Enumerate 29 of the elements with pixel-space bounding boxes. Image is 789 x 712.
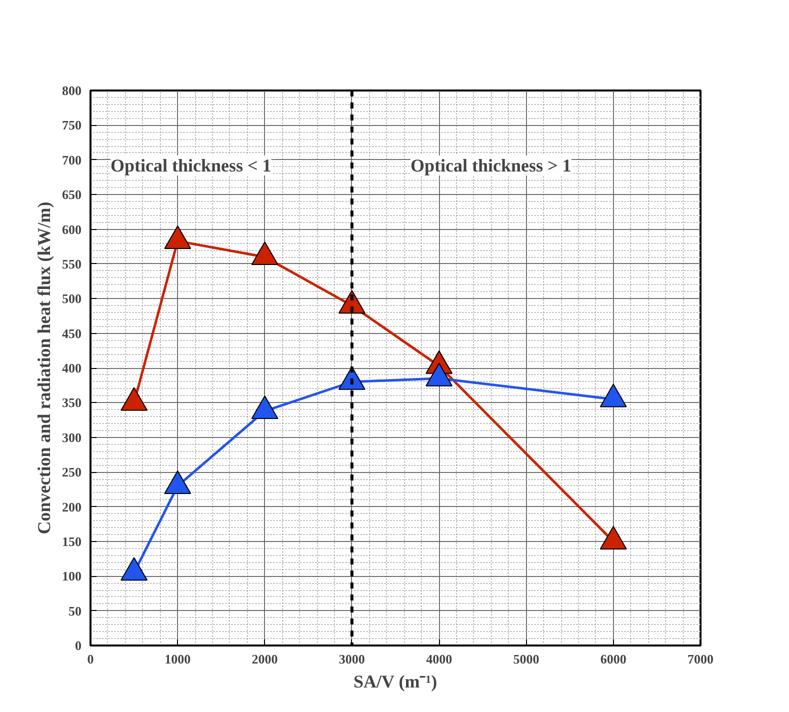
y-tick-label: 800 <box>62 83 82 98</box>
y-tick-label: 400 <box>62 360 82 376</box>
y-tick-label: 100 <box>62 568 82 584</box>
y-tick-label: 200 <box>62 499 82 514</box>
x-tick-label: 0 <box>87 652 94 666</box>
x-tick-label: 1000 <box>164 652 191 666</box>
y-tick-label: 50 <box>68 603 82 618</box>
y-tick-label: 550 <box>62 256 82 272</box>
y-tick-label: 500 <box>62 291 82 306</box>
x-tick-label: 3000 <box>338 652 365 666</box>
y-axis-title: Convection and radiation heat flux (kW/m) <box>34 202 54 534</box>
y-tick-label: 150 <box>62 534 82 549</box>
annotation: Optical thickness < 1 <box>110 156 272 176</box>
x-axis-title: SA/V (m⁻¹) <box>354 672 438 692</box>
x-tick-label: 2000 <box>252 652 278 666</box>
y-tick-label: 750 <box>62 118 82 133</box>
y-tick-label: 0 <box>75 638 82 653</box>
annotation: Optical thickness > 1 <box>410 156 572 176</box>
y-tick-label: 350 <box>62 395 82 410</box>
y-tick-label: 700 <box>62 152 82 168</box>
x-tick-label: 7000 <box>688 652 714 666</box>
x-tick-label: 5000 <box>513 652 540 666</box>
y-tick-label: 450 <box>62 326 82 341</box>
y-tick-label: 300 <box>62 430 82 445</box>
y-tick-label: 600 <box>62 222 82 237</box>
y-tick-label: 250 <box>62 464 82 480</box>
x-tick-label: 6000 <box>600 652 626 666</box>
x-tick-label: 4000 <box>426 652 452 666</box>
y-tick-label: 650 <box>62 187 82 202</box>
